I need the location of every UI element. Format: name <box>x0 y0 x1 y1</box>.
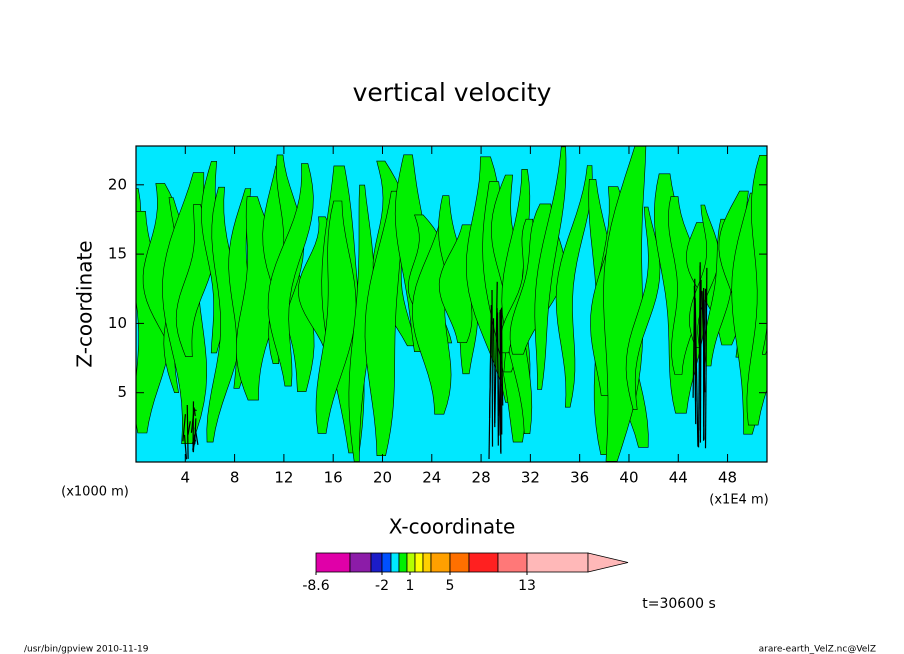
contour-line <box>186 405 189 459</box>
contour-line <box>193 407 196 417</box>
contour-line <box>194 409 197 412</box>
x-axis-label: X-coordinate <box>389 515 516 539</box>
x-tick-label: 24 <box>422 469 441 487</box>
x-tick-label: 8 <box>230 469 240 487</box>
footer-right: arare-earth_VelZ.nc@VelZ <box>759 645 876 654</box>
colorbar-tick-label: 5 <box>446 578 455 594</box>
footer-left: /usr/bin/gpview 2010-11-19 <box>24 645 149 654</box>
contour-line <box>183 434 188 460</box>
contour-region <box>746 155 767 426</box>
colorbar-segment <box>315 552 351 573</box>
colorbar-segment <box>414 552 424 573</box>
contour-region <box>364 190 402 457</box>
contour-line <box>194 427 199 445</box>
colorbar-tick-label: 1 <box>406 578 415 594</box>
y-tick-label: 5 <box>117 383 127 401</box>
contour-line <box>182 414 186 442</box>
colorbar-segment <box>468 552 499 573</box>
x-tick-label: 16 <box>324 469 343 487</box>
x-tick-label: 32 <box>521 469 540 487</box>
x-tick-label: 28 <box>472 469 491 487</box>
contour-line <box>192 434 196 453</box>
contour-field <box>136 146 767 462</box>
contour-line <box>702 292 705 440</box>
colorbar: -8.6 -2 1 5 13 <box>302 552 629 594</box>
contour-region <box>267 163 314 387</box>
y-units: (x1000 m) <box>61 485 129 500</box>
colorbar-segment <box>422 552 432 573</box>
contour-line <box>488 305 492 460</box>
colorbar-tick-label: -2 <box>375 578 389 594</box>
colorbar-segment <box>398 552 408 573</box>
contour-line <box>500 309 504 406</box>
colorbar-segment <box>497 552 528 573</box>
contour-line <box>704 267 708 449</box>
x-tick-label: 20 <box>373 469 392 487</box>
colorbar-segment <box>526 552 589 573</box>
y-tick-label: 20 <box>108 175 127 193</box>
x-tick-label: 12 <box>274 469 293 487</box>
chart-title: vertical velocity <box>353 78 552 107</box>
contour-line <box>699 279 702 443</box>
x-units: (x1E4 m) <box>709 493 768 508</box>
y-tick-label: 10 <box>108 314 127 332</box>
colorbar-tick-label: -8.6 <box>302 578 329 594</box>
x-tick-label: 48 <box>718 469 737 487</box>
colorbar-segment <box>449 552 470 573</box>
x-tick-label: 40 <box>619 469 638 487</box>
contour-region <box>625 206 661 410</box>
colorbar-segment <box>349 552 372 573</box>
contour-line <box>496 312 499 446</box>
colorbar-arrow <box>587 552 629 573</box>
colorbar-segment <box>390 552 400 573</box>
colorbar-segment <box>370 552 383 573</box>
colorbar-segment <box>406 552 416 573</box>
contour-line <box>190 413 195 433</box>
x-tick-label: 36 <box>570 469 589 487</box>
x-tick-label: 4 <box>181 469 191 487</box>
y-axis-label: Z-coordinate <box>73 240 97 367</box>
y-tick-label: 15 <box>108 245 127 263</box>
contour-line <box>693 285 697 425</box>
colorbar-tick-label: 13 <box>518 578 536 594</box>
colorbar-segment <box>430 552 451 573</box>
contour-region <box>315 200 357 434</box>
contour-region <box>555 165 593 408</box>
contour-line <box>499 312 502 454</box>
time-annotation: t=30600 s <box>642 596 716 612</box>
contour-line <box>694 298 699 447</box>
contour-region <box>534 146 567 390</box>
contour-line <box>697 262 701 448</box>
contour-line <box>494 281 498 424</box>
contour-line <box>187 421 191 435</box>
plot-frame <box>135 145 768 463</box>
colorbar-segment <box>381 552 392 573</box>
contour-region <box>761 323 767 355</box>
x-tick-label: 44 <box>669 469 688 487</box>
